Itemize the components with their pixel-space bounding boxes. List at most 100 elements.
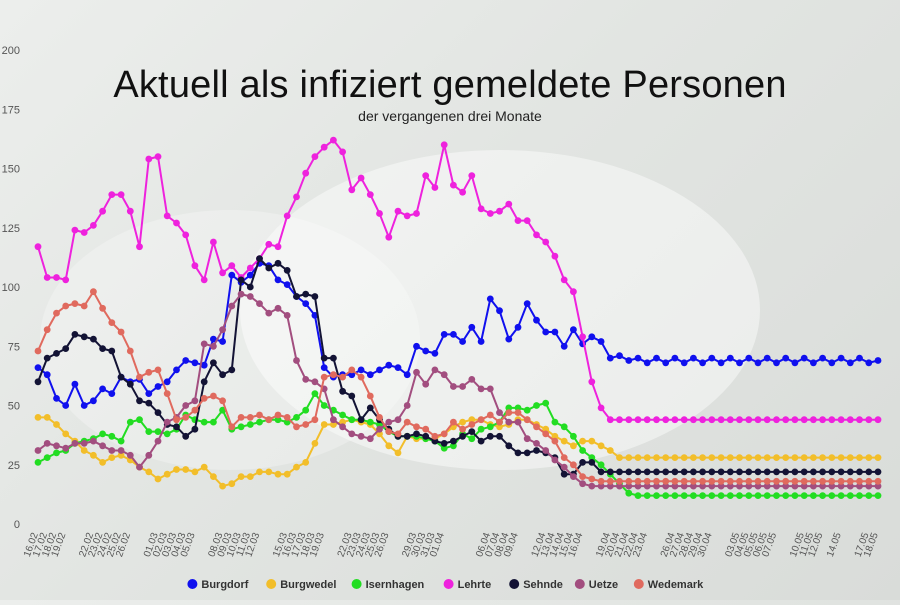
data-point-lehrte	[43, 274, 51, 281]
data-point-isernhagen	[145, 428, 153, 435]
data-point-wedemark	[330, 371, 337, 379]
data-point-sehnde	[653, 468, 660, 476]
data-point-uetze	[800, 482, 808, 490]
data-point-lehrte	[616, 416, 623, 424]
data-point-burgwedel	[690, 454, 697, 461]
data-point-isernhagen	[311, 390, 319, 397]
data-point-sehnde	[856, 468, 863, 476]
data-point-burgwedel	[302, 459, 310, 466]
data-point-isernhagen	[302, 406, 310, 414]
data-point-wedemark	[773, 477, 780, 485]
data-point-uetze	[643, 482, 651, 490]
data-point-burgdorf	[625, 357, 633, 364]
data-point-burgwedel	[90, 451, 97, 459]
data-point-lehrte	[653, 416, 660, 424]
chart-subtitle: der vergangenen drei Monate	[358, 108, 542, 124]
data-point-uetze	[126, 451, 134, 459]
data-point-burgwedel	[745, 454, 753, 461]
data-point-uetze	[837, 482, 845, 490]
data-point-sehnde	[560, 470, 568, 478]
data-point-uetze	[394, 416, 402, 424]
data-point-burgwedel	[163, 470, 171, 478]
data-point-lehrte	[542, 238, 550, 246]
data-point-wedemark	[126, 347, 134, 355]
data-point-sehnde	[403, 432, 411, 440]
data-point-sehnde	[874, 468, 882, 476]
data-point-wedemark	[450, 418, 457, 426]
data-point-burgdorf	[376, 366, 383, 374]
legend-marker-lehrte	[443, 579, 454, 589]
data-point-burgwedel	[117, 451, 125, 459]
data-point-sehnde	[90, 335, 97, 343]
data-point-isernhagen	[680, 492, 688, 499]
data-point-burgwedel	[736, 454, 743, 461]
data-point-burgwedel	[191, 468, 199, 476]
data-point-wedemark	[523, 416, 531, 424]
series-line-lehrte	[37, 139, 878, 421]
data-point-isernhagen	[773, 492, 780, 499]
data-point-wedemark	[283, 414, 291, 421]
data-point-wedemark	[117, 328, 125, 336]
data-point-wedemark	[274, 411, 282, 419]
data-point-burgdorf	[431, 350, 439, 357]
legend-label-lehrte: Lehrte	[458, 579, 492, 591]
data-point-burgwedel	[570, 442, 577, 450]
data-point-burgwedel	[496, 423, 503, 431]
data-point-sehnde	[117, 373, 125, 381]
data-point-isernhagen	[256, 418, 263, 426]
data-point-isernhagen	[745, 492, 753, 499]
data-point-wedemark	[819, 477, 826, 485]
data-point-burgwedel	[311, 440, 319, 447]
data-point-sehnde	[477, 437, 485, 445]
data-point-lehrte	[643, 416, 651, 424]
data-point-sehnde	[145, 399, 153, 407]
data-point-isernhagen	[533, 402, 540, 409]
legend-label-isernhagen: Isernhagen	[366, 579, 425, 591]
data-point-isernhagen	[690, 492, 697, 499]
data-point-wedemark	[800, 477, 808, 485]
data-point-wedemark	[357, 373, 365, 381]
y-tick-label: 50	[8, 401, 20, 413]
data-point-sehnde	[237, 276, 245, 284]
data-point-uetze	[62, 444, 70, 452]
data-point-burgwedel	[625, 454, 633, 461]
data-point-sehnde	[643, 468, 651, 476]
data-point-wedemark	[708, 477, 716, 485]
legend-marker-burgdorf	[187, 579, 198, 589]
data-point-wedemark	[643, 477, 651, 485]
data-point-wedemark	[191, 406, 199, 414]
data-point-sehnde	[200, 378, 208, 386]
data-point-lehrte	[486, 210, 494, 217]
data-point-lehrte	[597, 404, 605, 412]
data-point-isernhagen	[210, 418, 217, 426]
data-point-lehrte	[699, 416, 706, 424]
data-point-uetze	[330, 416, 337, 424]
data-point-burgwedel	[717, 454, 725, 461]
data-point-burgdorf	[228, 271, 236, 279]
data-point-burgwedel	[773, 454, 780, 461]
data-point-isernhagen	[450, 442, 457, 450]
data-point-burgdorf	[763, 354, 771, 362]
data-point-lehrte	[625, 416, 633, 424]
data-point-isernhagen	[339, 411, 346, 419]
data-point-lehrte	[53, 274, 60, 281]
y-tick-label: 125	[2, 223, 20, 235]
data-point-lehrte	[680, 416, 688, 424]
data-point-wedemark	[680, 477, 688, 485]
data-point-lehrte	[136, 243, 143, 251]
data-point-burgwedel	[293, 463, 300, 471]
data-point-sehnde	[680, 468, 688, 476]
data-point-lehrte	[662, 416, 670, 424]
data-point-burgwedel	[394, 449, 402, 457]
data-point-sehnde	[791, 468, 799, 476]
data-point-uetze	[606, 482, 614, 490]
data-point-burgwedel	[634, 454, 642, 461]
y-tick-label: 100	[2, 282, 20, 294]
data-point-uetze	[653, 482, 660, 490]
data-point-sehnde	[99, 345, 106, 352]
data-point-lehrte	[413, 210, 420, 217]
data-point-lehrte	[320, 143, 328, 151]
data-point-lehrte	[450, 181, 457, 189]
data-point-sehnde	[191, 425, 199, 433]
data-point-wedemark	[265, 416, 273, 424]
